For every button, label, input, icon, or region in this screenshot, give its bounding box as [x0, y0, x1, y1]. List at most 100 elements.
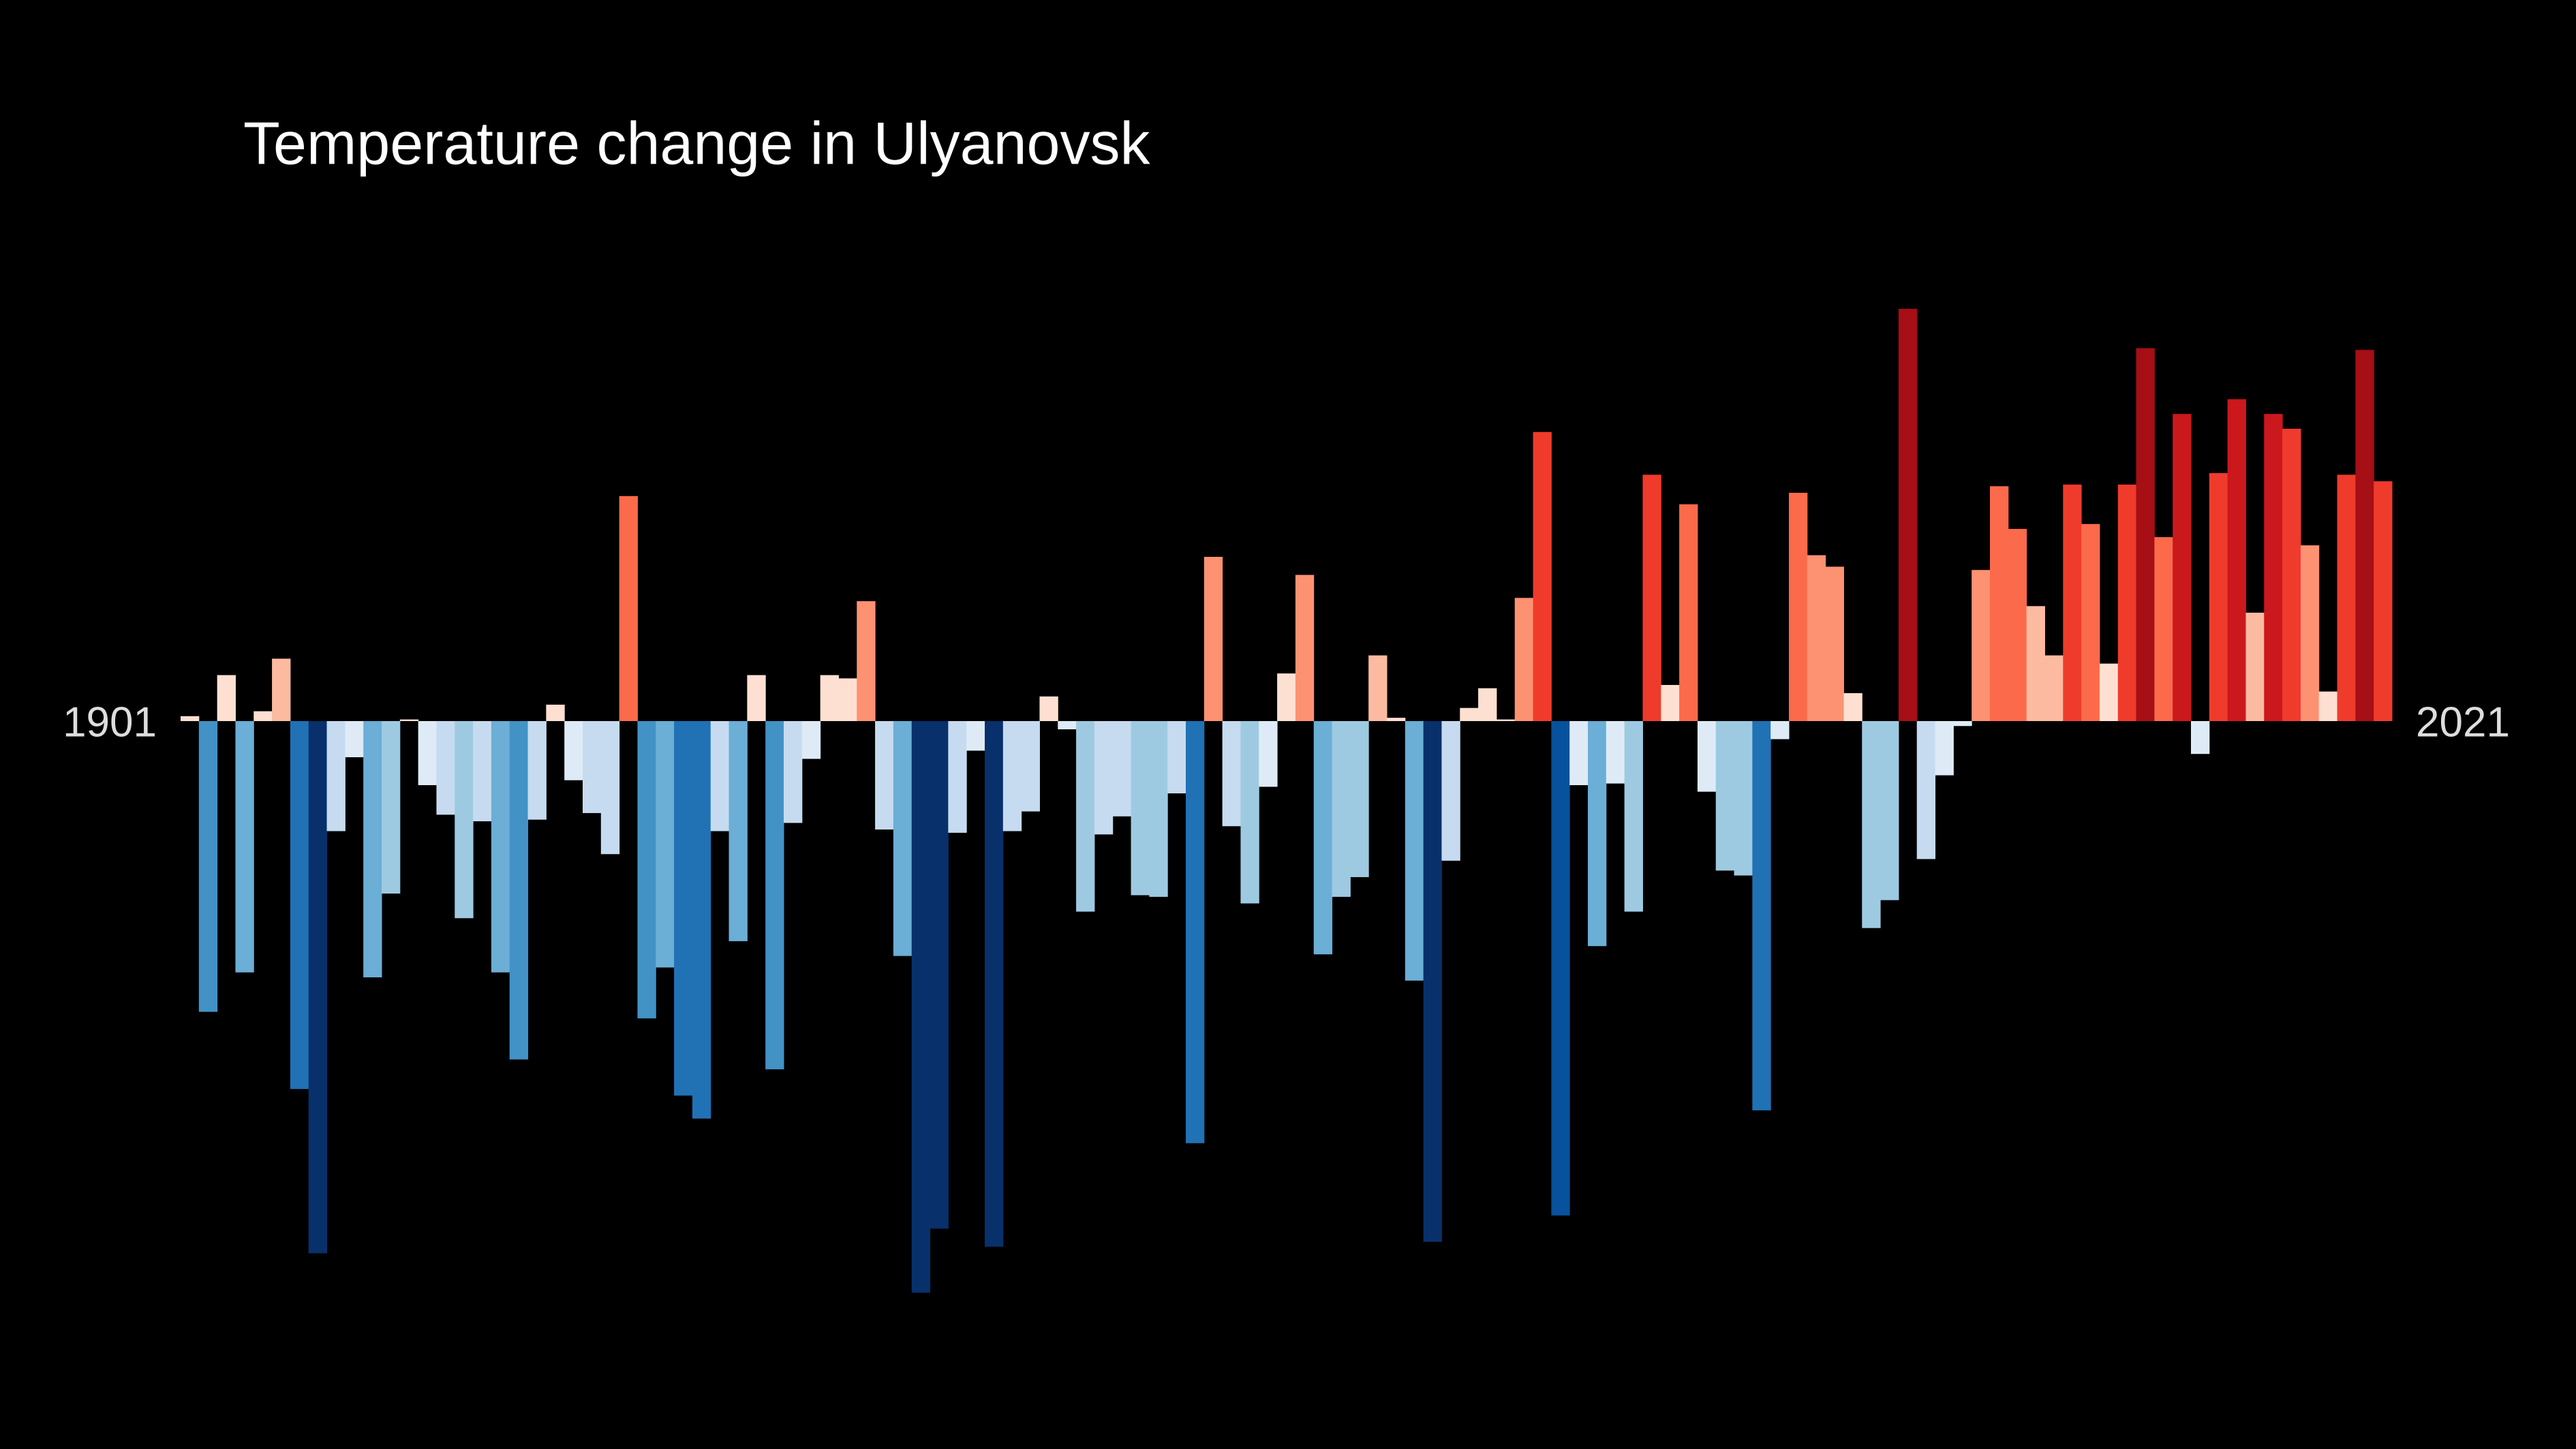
bar [2355, 350, 2374, 721]
bar [2099, 663, 2119, 721]
bar [1058, 721, 1077, 730]
bar [254, 711, 273, 721]
bar [1405, 721, 1424, 981]
bar [1880, 721, 1899, 900]
bar [656, 721, 675, 968]
bar [399, 719, 419, 721]
bar [1203, 557, 1223, 721]
bar [1697, 721, 1717, 792]
bar [784, 721, 803, 823]
bar [436, 721, 455, 815]
bar [637, 721, 656, 1019]
bar [1588, 721, 1607, 947]
bar [1862, 721, 1881, 928]
bar [1551, 721, 1570, 1216]
bar [1350, 721, 1369, 877]
bar [2245, 612, 2265, 721]
bar [985, 721, 1004, 1247]
bar [1624, 721, 1643, 912]
bar [1021, 721, 1040, 812]
x-tick-label: 2021 [2416, 699, 2510, 746]
bar [2117, 484, 2137, 721]
bar [1076, 721, 1095, 912]
bar [491, 721, 510, 973]
bar [1460, 707, 1479, 721]
bar [1277, 673, 1296, 721]
bar [857, 601, 876, 721]
bar [1186, 721, 1205, 1144]
bar [875, 721, 894, 830]
bar [1843, 693, 1862, 721]
bar [1332, 721, 1351, 897]
bar [2044, 655, 2064, 721]
bar [308, 721, 328, 1253]
bar [1734, 721, 1753, 876]
bar [747, 675, 766, 721]
bar [1131, 721, 1150, 896]
bar [1661, 684, 1680, 721]
bar [2191, 721, 2210, 754]
bar [2026, 606, 2045, 721]
bar [418, 721, 437, 785]
bar [1167, 721, 1186, 794]
bar [181, 716, 200, 721]
bar [2300, 545, 2320, 721]
bar [2008, 529, 2027, 721]
bar [1259, 721, 1278, 787]
bar [1935, 721, 1954, 776]
bar [272, 658, 291, 721]
bar [217, 675, 236, 721]
bar [1514, 598, 1534, 721]
bar [2337, 474, 2356, 721]
bar [1990, 486, 2009, 721]
bar [1533, 431, 1552, 721]
bar [1569, 721, 1589, 785]
bar [692, 721, 711, 1119]
bar [473, 721, 492, 822]
bar [765, 721, 784, 1069]
bar [527, 721, 547, 820]
bar [1789, 493, 1808, 721]
bar [2173, 414, 2192, 721]
bar [2282, 429, 2301, 721]
bar [948, 721, 967, 833]
bar [290, 721, 309, 1089]
bar [1642, 474, 1661, 721]
bar [1295, 575, 1315, 721]
bar [2154, 537, 2173, 721]
bar [1496, 719, 1516, 721]
bar [1240, 721, 1259, 904]
bar [1916, 721, 1936, 859]
bar [198, 721, 218, 1012]
bar [2318, 691, 2338, 721]
bar [1606, 721, 1625, 784]
bar [966, 721, 985, 751]
bar [1423, 721, 1442, 1242]
bar [1002, 721, 1022, 832]
bar [1222, 721, 1241, 827]
bar [2136, 348, 2155, 721]
bar [2209, 473, 2228, 721]
bar [2063, 484, 2082, 721]
bar [455, 721, 474, 919]
bar [345, 721, 364, 758]
bar [1112, 721, 1132, 817]
bar [564, 721, 583, 780]
bar [1953, 721, 1972, 727]
bar [1752, 721, 1771, 1111]
bar [583, 721, 602, 813]
bar [710, 721, 730, 832]
bar [1313, 721, 1333, 955]
bar [1368, 655, 1387, 721]
bar [1149, 721, 1168, 897]
bar [729, 721, 748, 941]
bar [1441, 721, 1460, 861]
bar [820, 675, 839, 721]
bar [382, 721, 401, 894]
bar [674, 721, 693, 1096]
bar [1770, 721, 1790, 739]
bar [1387, 718, 1406, 721]
bar [2081, 523, 2100, 721]
bar [509, 721, 529, 1060]
